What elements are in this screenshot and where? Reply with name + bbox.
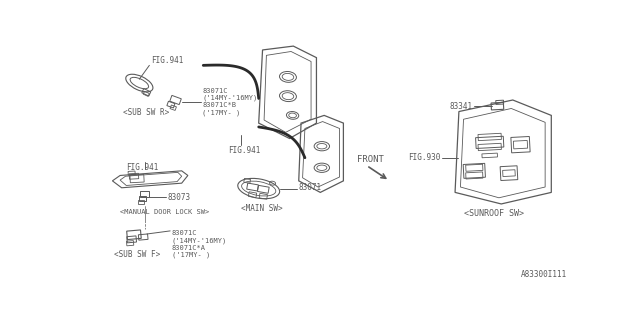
- Text: <SUB SW R>: <SUB SW R>: [123, 108, 170, 117]
- Text: A83300I111: A83300I111: [520, 270, 566, 279]
- Text: FIG.930: FIG.930: [408, 153, 440, 162]
- Text: 83071: 83071: [299, 183, 322, 192]
- Text: FIG.941: FIG.941: [126, 163, 159, 172]
- Text: <SUB SW F>: <SUB SW F>: [114, 250, 160, 259]
- Text: FIG.941: FIG.941: [228, 146, 260, 155]
- Text: 83073: 83073: [168, 193, 191, 202]
- Text: 83341: 83341: [450, 102, 473, 111]
- Text: FRONT: FRONT: [357, 155, 384, 164]
- Text: <MANUAL DOOR LOCK SW>: <MANUAL DOOR LOCK SW>: [120, 209, 209, 215]
- Text: FIG.941: FIG.941: [151, 56, 183, 65]
- Text: <SUNROOF SW>: <SUNROOF SW>: [463, 209, 524, 218]
- Text: 83071C
('14MY-'16MY)
83071C*B
('17MY- ): 83071C ('14MY-'16MY) 83071C*B ('17MY- ): [202, 88, 258, 116]
- Text: <MAIN SW>: <MAIN SW>: [241, 204, 283, 213]
- Text: 83071C
('14MY-'16MY)
83071C*A
('17MY- ): 83071C ('14MY-'16MY) 83071C*A ('17MY- ): [172, 230, 227, 258]
